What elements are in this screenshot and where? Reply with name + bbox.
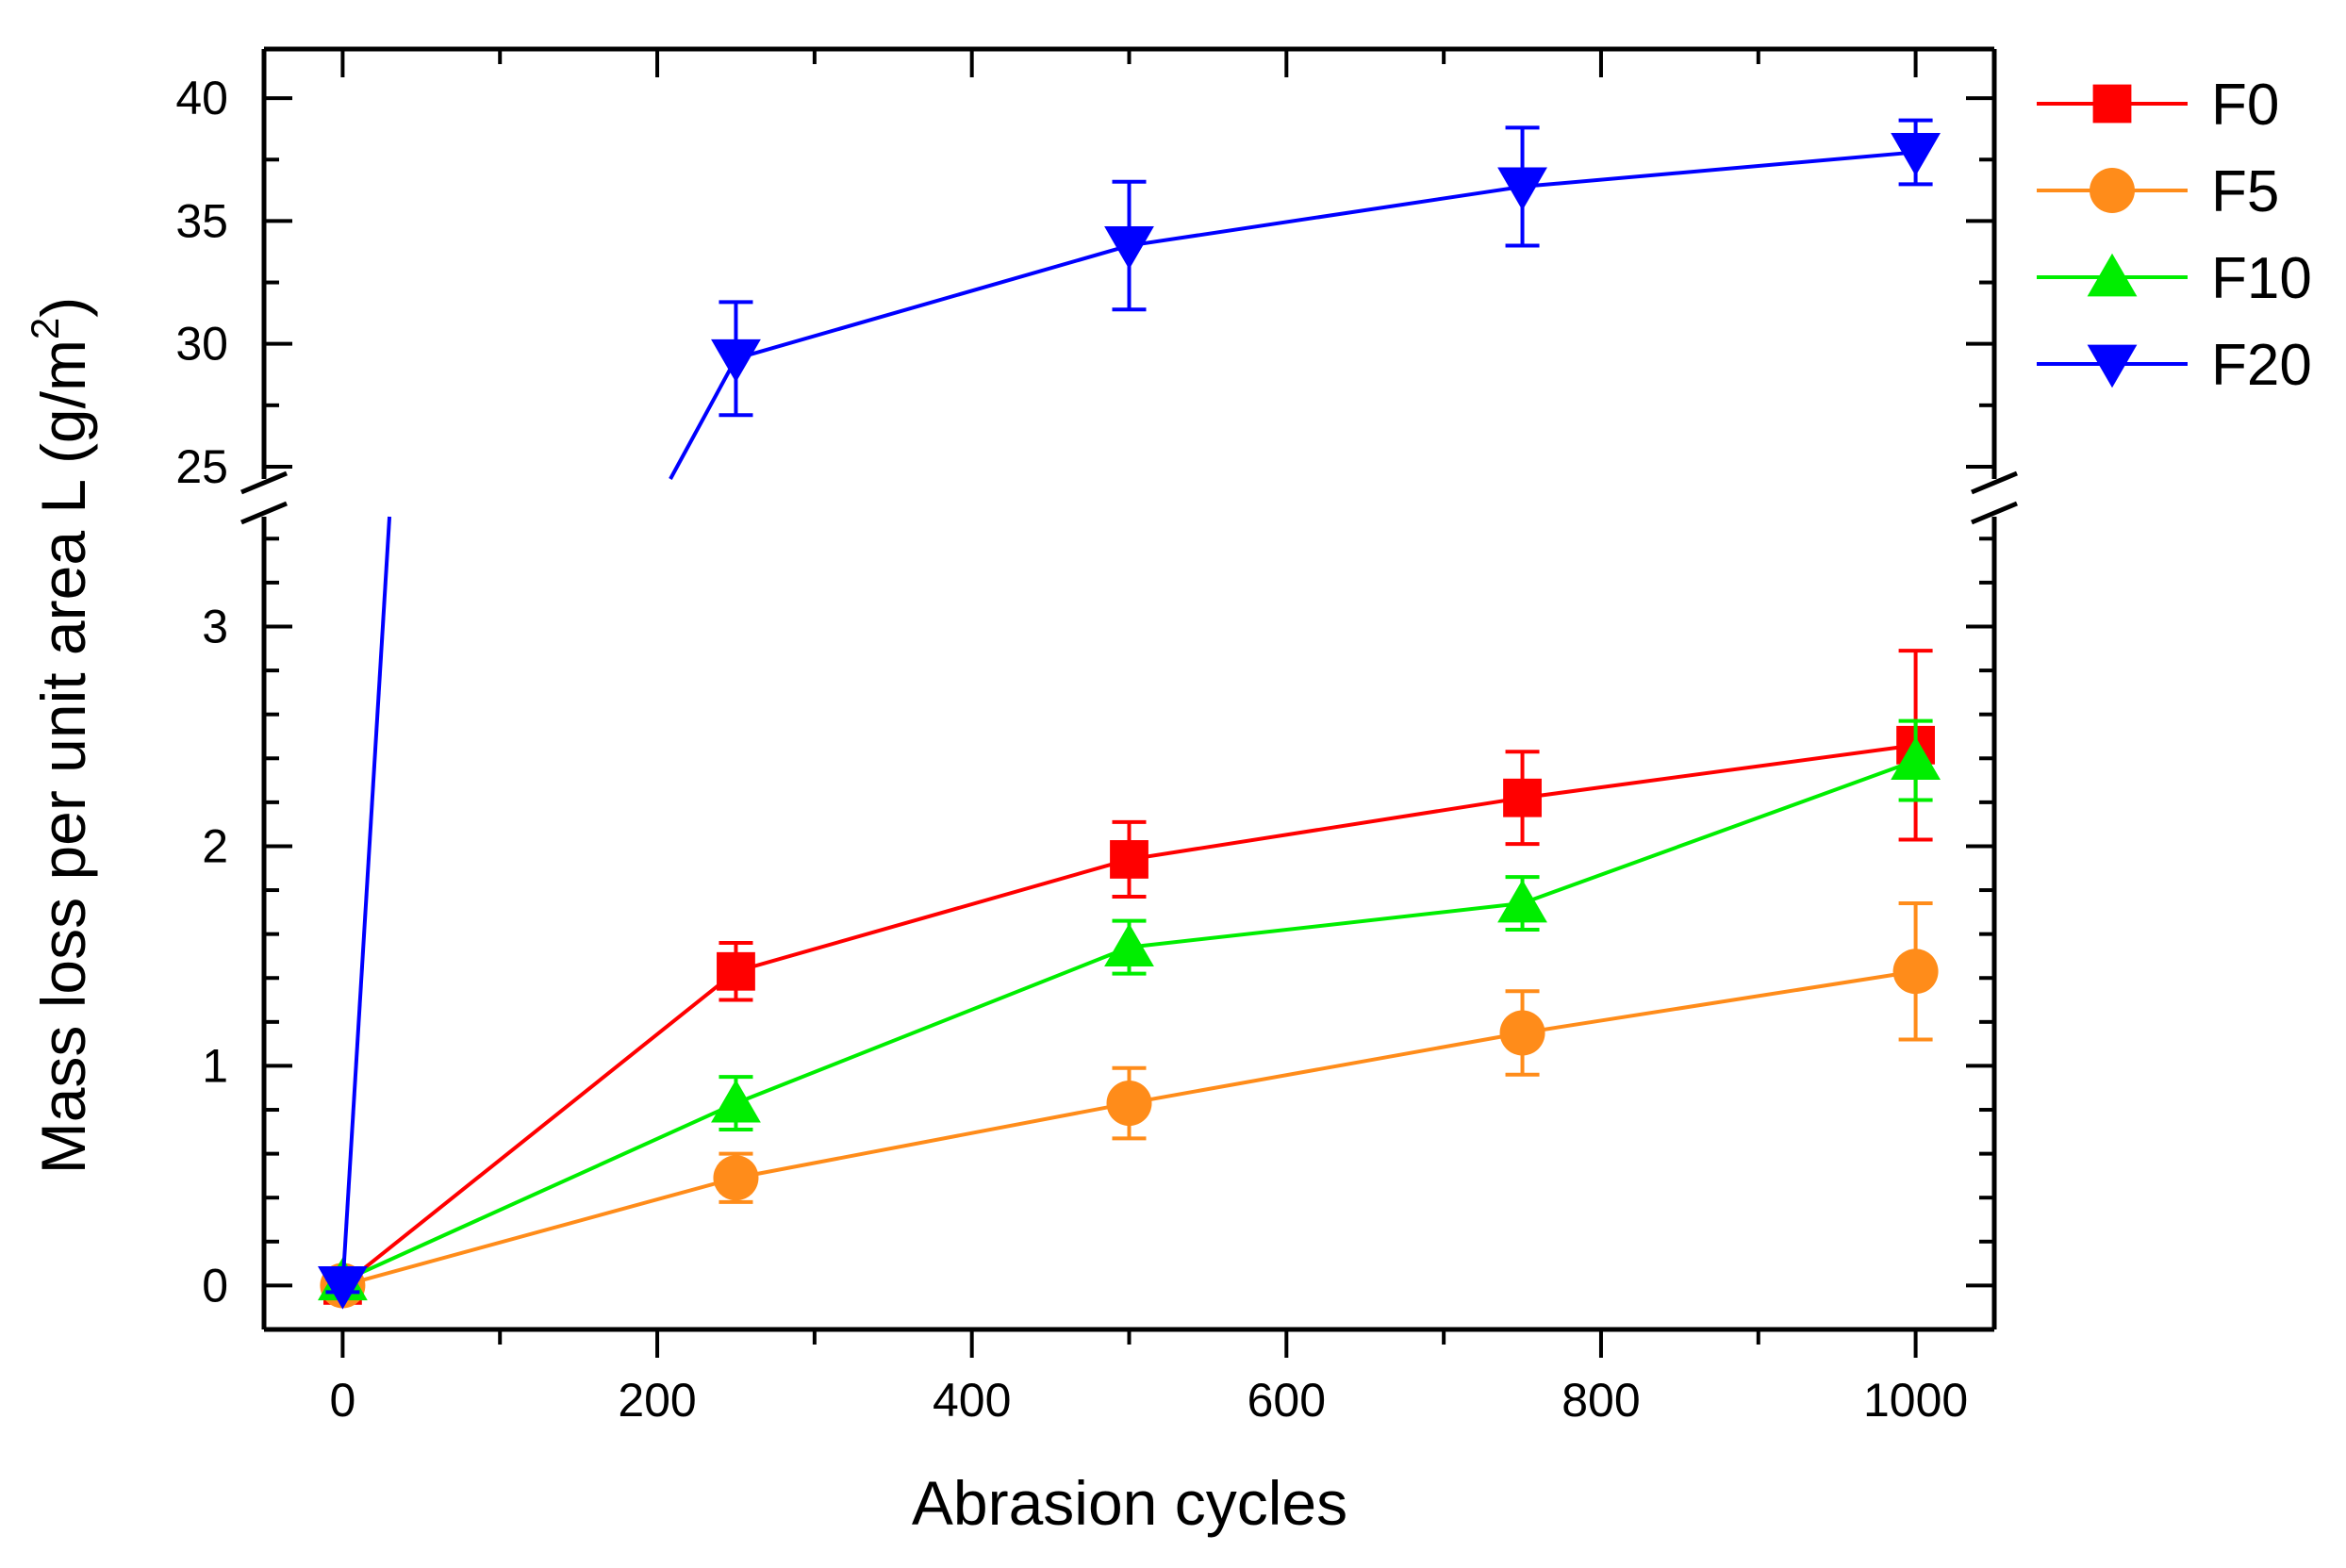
- data-point-triangle-down: [711, 338, 761, 383]
- series-line-segment: [341, 1101, 737, 1283]
- y-axis-title-sup: 2: [23, 318, 67, 339]
- data-point-triangle-down: [1497, 167, 1547, 211]
- ticks-layer: 0 200 400 600 800 1000 0 1 2 3 25 30 35 40: [175, 49, 1994, 1427]
- data-point-circle: [1892, 949, 1939, 995]
- data-point-triangle-down: [1891, 133, 1941, 176]
- y-tick-label: 40: [175, 72, 228, 124]
- legend: F0 F5 F10 F20: [2037, 73, 2312, 398]
- y-tick-label: 30: [175, 318, 228, 371]
- data-point-circle: [713, 1155, 759, 1201]
- legend-item-f10: F10: [2037, 246, 2312, 311]
- data-point-triangle-up: [1497, 879, 1547, 923]
- x-tick-label: 800: [1561, 1374, 1640, 1427]
- data-point-triangle-down: [1104, 226, 1154, 270]
- series-f0: [323, 649, 1935, 1305]
- series-line-segment: [735, 857, 1131, 974]
- y-tick-label: 1: [202, 1039, 228, 1092]
- series-line-segment: [1521, 758, 1917, 905]
- series-line-segment: [735, 945, 1131, 1105]
- legend-marker-triangle-down: [2087, 344, 2138, 388]
- series-line-segment: [341, 969, 737, 1287]
- series-line-segment: [669, 357, 738, 480]
- data-point-square: [717, 951, 755, 991]
- data-point-triangle-down: [318, 1266, 368, 1310]
- series-line-segment: [1129, 184, 1523, 248]
- legend-label: F5: [2211, 159, 2279, 224]
- y-tick-label: 35: [175, 194, 228, 247]
- series-line-segment: [1129, 1031, 1523, 1106]
- y-axis-title-main: Mass loss per unit area L (g/m: [28, 339, 98, 1174]
- y-axis-title-close: ): [28, 297, 98, 318]
- series-line-segment: [1522, 743, 1916, 801]
- series-line-segment: [1522, 150, 1916, 189]
- series-line-segment: [735, 1101, 1130, 1180]
- series-line-segment: [1129, 796, 1523, 862]
- series-line-segment: [1129, 901, 1523, 949]
- legend-marker-square: [2092, 84, 2132, 124]
- x-tick-label: 1000: [1863, 1374, 1968, 1427]
- data-point-square: [1503, 778, 1542, 817]
- axis-break-left-top: [240, 470, 288, 495]
- y-axis-title: Mass loss per unit area L (g/m2): [23, 297, 98, 1175]
- legend-label: F0: [2211, 73, 2279, 138]
- legend-label: F20: [2211, 333, 2312, 398]
- data-point-triangle-up: [711, 1079, 761, 1123]
- x-tick-label: 0: [330, 1374, 356, 1427]
- series-line-segment: [735, 243, 1131, 361]
- series-line-segment: [340, 516, 392, 1286]
- data-point-circle: [1499, 1010, 1545, 1056]
- series-layer: [318, 118, 1941, 1310]
- y-tick-label: 3: [202, 600, 228, 652]
- legend-item-f0: F0: [2037, 73, 2279, 138]
- series-line-segment: [1522, 969, 1916, 1035]
- x-tick-label: 600: [1247, 1374, 1326, 1427]
- x-tick-label: 200: [618, 1374, 696, 1427]
- y-tick-label: 0: [202, 1259, 228, 1312]
- legend-label: F10: [2211, 246, 2312, 311]
- data-point-circle: [1106, 1081, 1152, 1127]
- data-point-square: [1110, 840, 1148, 879]
- y-tick-label: 25: [175, 440, 228, 493]
- legend-item-f20: F20: [2037, 333, 2312, 398]
- data-point-triangle-up: [1104, 923, 1154, 967]
- x-axis-title: Abrasion cycles: [912, 1468, 1347, 1538]
- axis-break-right-top: [1971, 470, 2018, 495]
- legend-marker-circle: [2090, 168, 2135, 213]
- series-f5: [320, 901, 1939, 1309]
- axis-break-right-bottom: [1971, 501, 2018, 525]
- axis-break-left-bottom: [240, 501, 288, 525]
- legend-item-f5: F5: [2037, 159, 2279, 224]
- x-tick-label: 400: [933, 1374, 1011, 1427]
- y-tick-label: 2: [202, 819, 228, 872]
- data-point-triangle-up: [1891, 736, 1941, 780]
- legend-marker-triangle-up: [2087, 253, 2138, 297]
- series-f20: [318, 118, 1941, 1310]
- series-line-segment: [341, 1176, 736, 1288]
